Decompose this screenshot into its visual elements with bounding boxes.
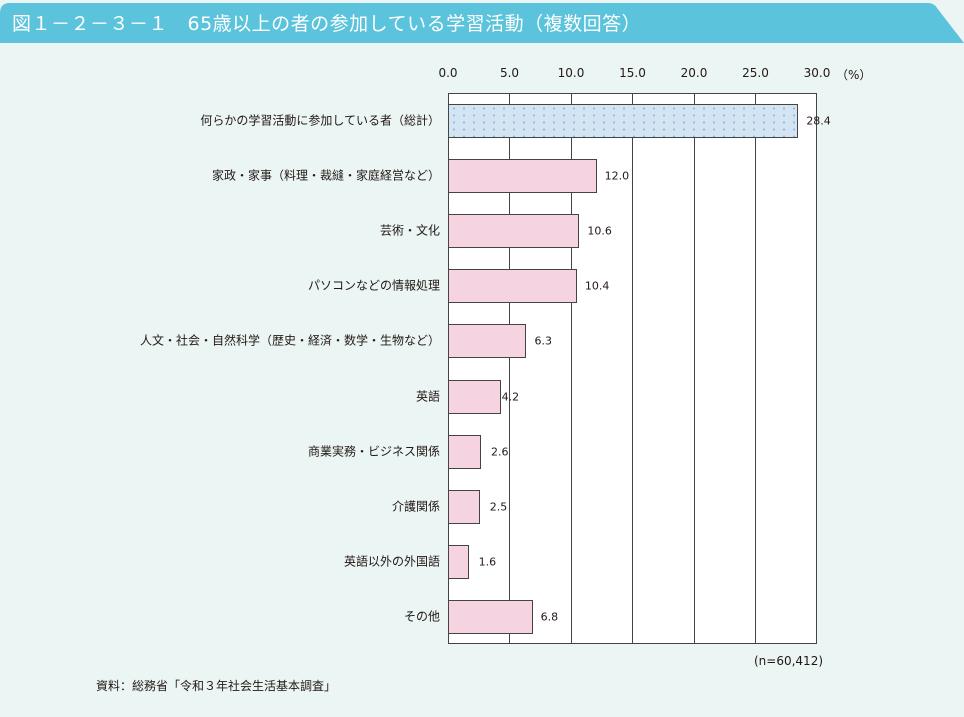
category-label: 芸術・文化	[379, 223, 440, 238]
axis-unit-label: （%）	[836, 68, 872, 82]
bar-total	[447, 104, 799, 138]
figure-title: 図１－２－３－１ 65歳以上の者の参加している学習活動（複数回答）	[12, 13, 642, 35]
bar	[447, 379, 501, 414]
category-label: 英語以外の外国語	[343, 554, 440, 569]
bar-value-label: 6.8	[540, 610, 559, 624]
bar	[447, 269, 577, 304]
category-label: その他	[403, 609, 440, 624]
plot-area: 28.4 12.0 10.6 10.4 6.3 4.2 2.6 2.5 1.6 6.8	[447, 93, 831, 644]
bar	[447, 214, 580, 249]
bar	[447, 434, 481, 469]
axis-tick-label: 15.0	[619, 66, 646, 80]
bar-value-label: 28.4	[806, 114, 831, 128]
gridline	[570, 94, 572, 643]
bar-value-label: 10.6	[587, 224, 612, 238]
bar-value-label: 1.6	[478, 555, 497, 569]
bar-value-label: 4.2	[501, 390, 520, 403]
axis-tick-label: 0.0	[438, 66, 458, 80]
axis-tick-label: 30.0	[803, 66, 831, 80]
gridline	[632, 94, 633, 643]
category-label: 人文・社会・自然科学（歴史・経済・数学・生物など）	[139, 333, 440, 348]
category-label: 何らかの学習活動に参加している者（総計）	[200, 113, 440, 128]
bar-value-label: 6.3	[534, 334, 552, 348]
axis-tick-label: 25.0	[742, 66, 769, 80]
category-label: 商業実務・ビジネス関係	[307, 444, 440, 459]
sample-size-note: (n=60,412)	[754, 654, 824, 668]
gridline	[755, 94, 756, 643]
axis-tick-label: 10.0	[557, 66, 585, 80]
category-label: パソコンなどの情報処理	[307, 278, 440, 293]
bar	[447, 489, 480, 524]
figure-header: 図１－２－３－１ 65歳以上の者の参加している学習活動（複数回答）	[0, 3, 964, 43]
axis-tick-label: 20.0	[680, 66, 708, 80]
bar	[447, 159, 597, 194]
bar-value-label: 2.5	[489, 500, 508, 514]
bar-value-label: 2.6	[490, 445, 509, 459]
source-note: 資料：総務省「令和３年社会生活基本調査」	[96, 679, 337, 693]
category-label: 英語	[415, 389, 440, 403]
bar	[447, 599, 533, 634]
gridline	[509, 94, 510, 643]
header-band	[0, 3, 964, 43]
bar	[447, 324, 527, 359]
bar-value-label: 10.4	[584, 279, 610, 293]
bar	[447, 544, 469, 579]
category-label: 介護関係	[391, 499, 440, 514]
axis-tick-label: 5.0	[499, 66, 520, 80]
category-label: 家政・家事（料理・裁縫・家庭経営など）	[211, 168, 440, 183]
gridline	[693, 94, 695, 643]
bar-value-label: 12.0	[604, 169, 630, 183]
